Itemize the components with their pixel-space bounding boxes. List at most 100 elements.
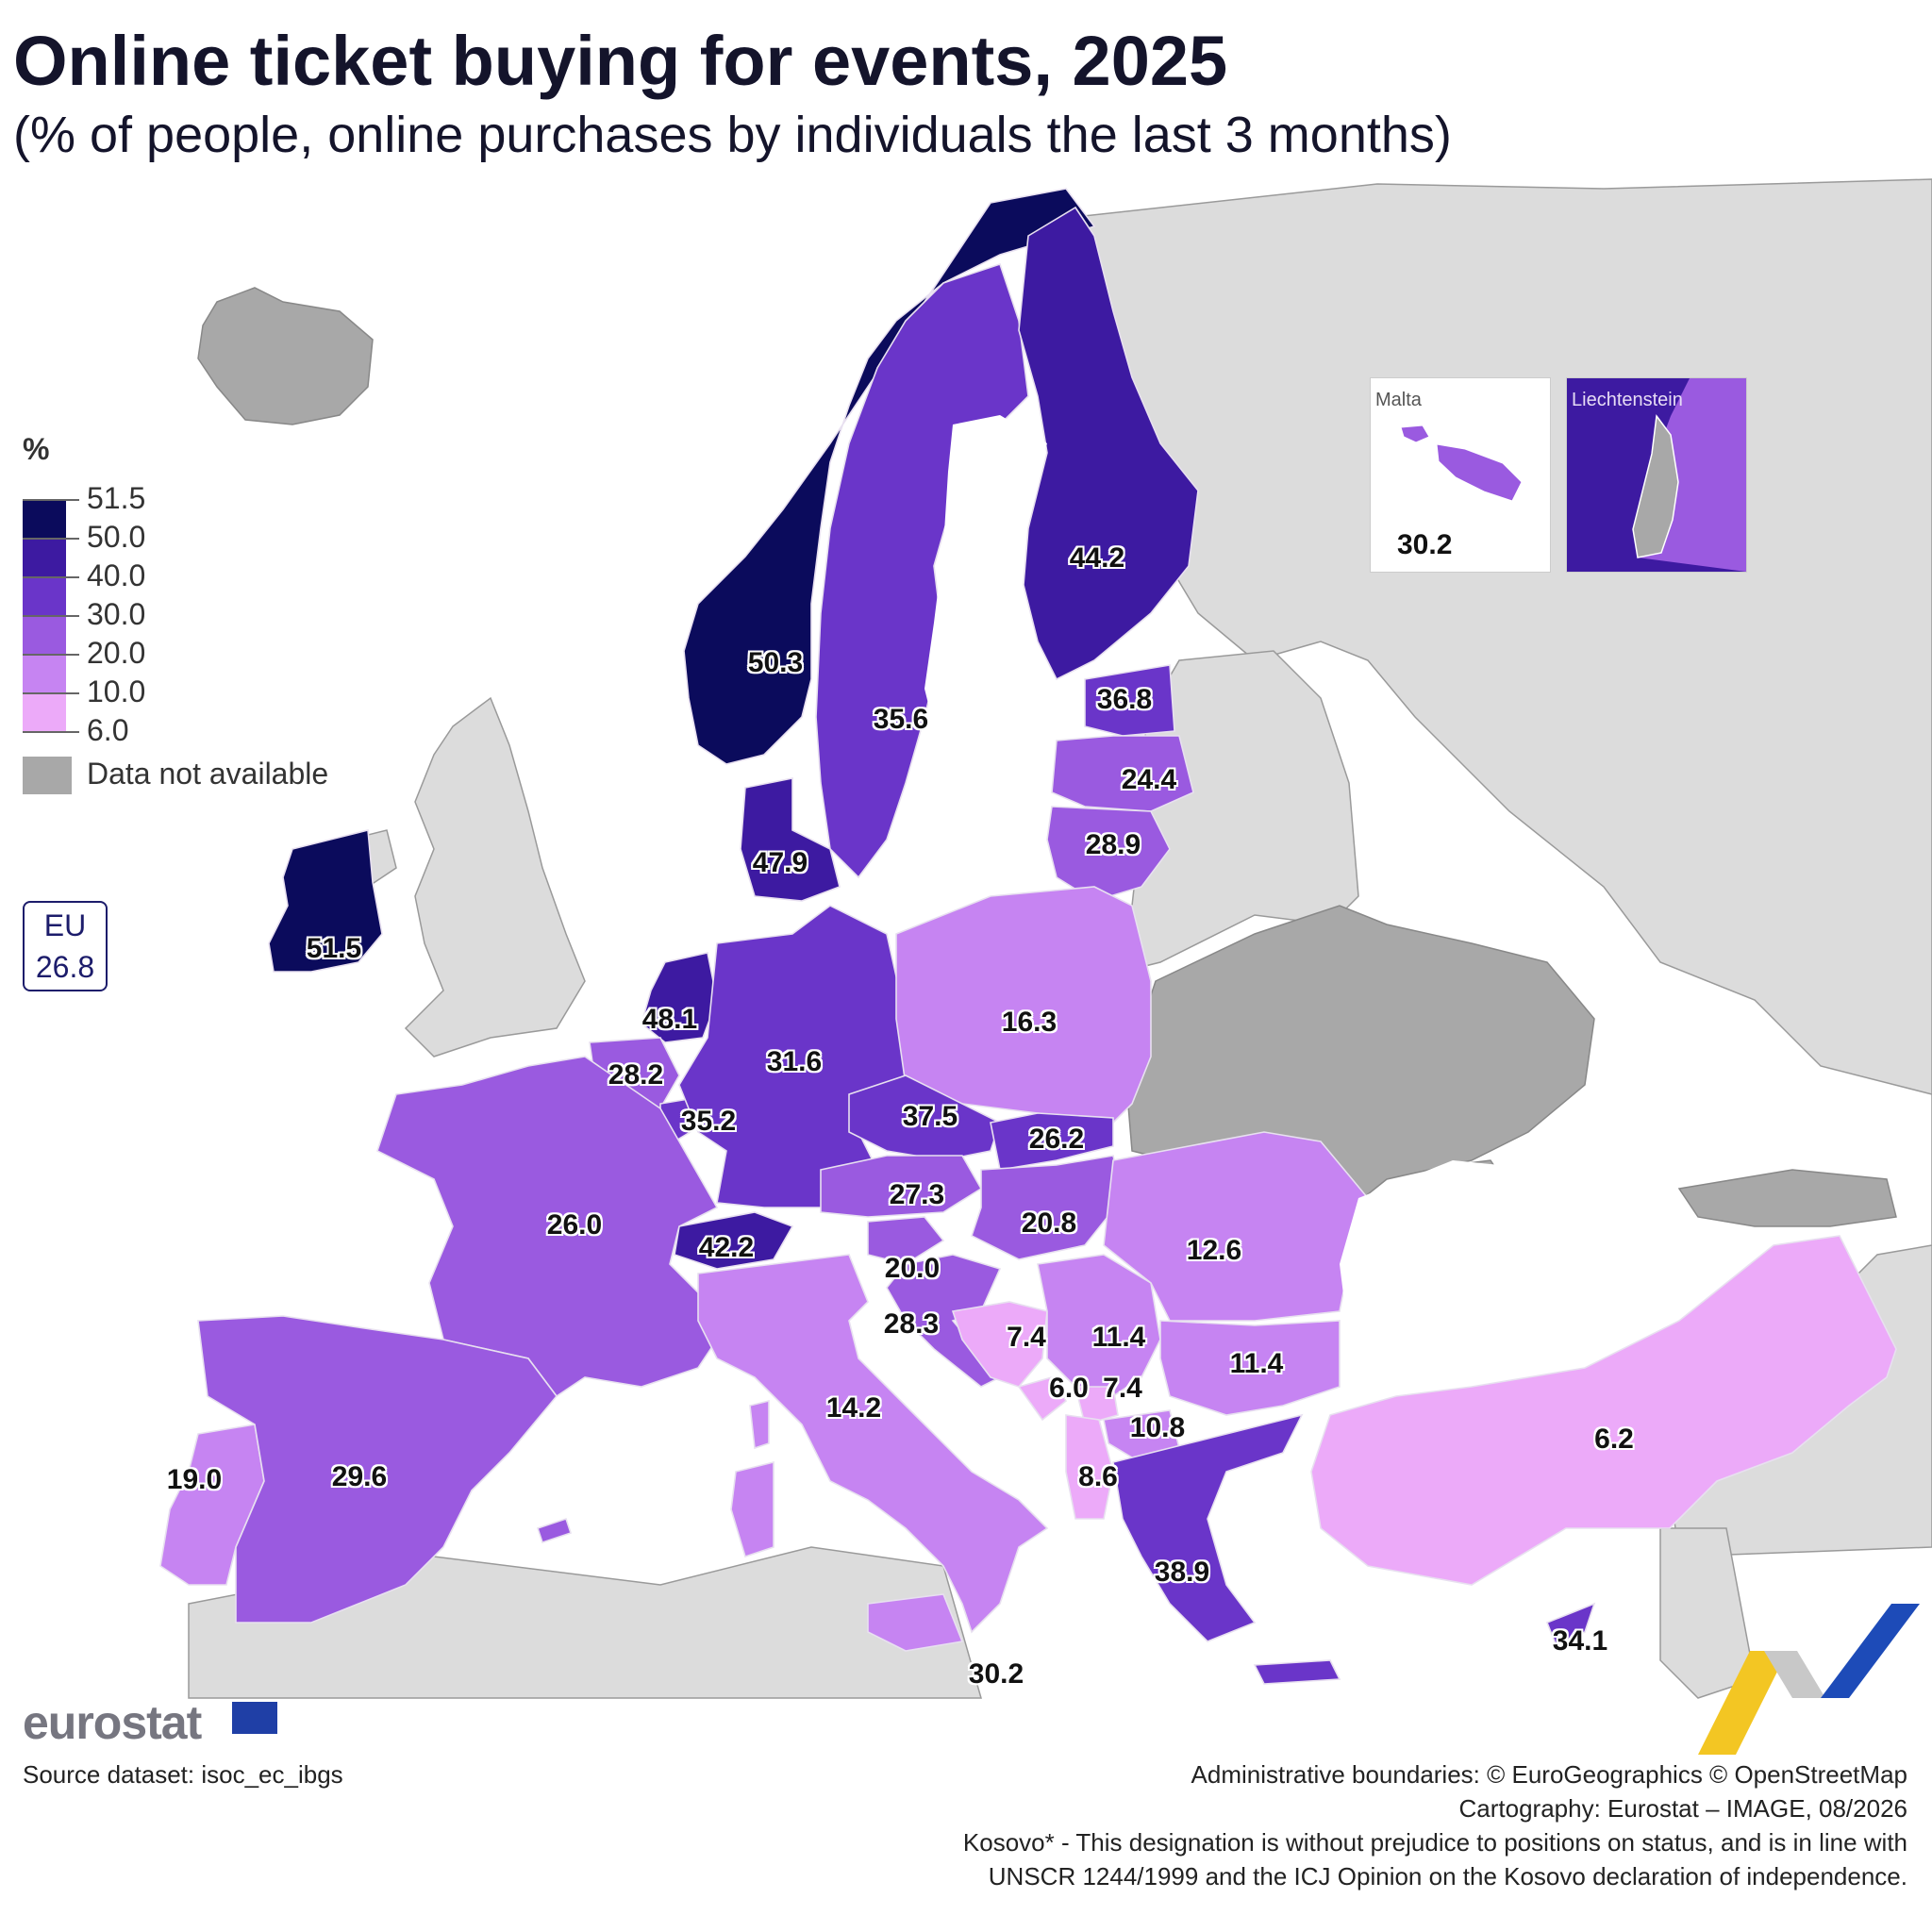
value-label-albania: 8.6	[1078, 1461, 1118, 1492]
value-label-montenegro: 6.0	[1049, 1373, 1089, 1404]
region-balearics	[536, 1517, 573, 1544]
legend-na-label: Data not available	[87, 757, 329, 791]
legend-tick	[23, 692, 79, 694]
legend-unit: %	[23, 432, 50, 466]
region-iceland	[197, 287, 374, 425]
inset-liechtenstein-shape	[1567, 378, 1746, 572]
value-label-netherlands: 48.1	[641, 1004, 698, 1035]
inset-malta-name: Malta	[1375, 390, 1422, 410]
inset-malta-shape	[1400, 425, 1523, 502]
legend-na-swatch	[23, 757, 72, 794]
legend-break-label: 40.0	[87, 558, 146, 592]
region-lithuania	[1046, 806, 1171, 902]
region-austria	[820, 1155, 983, 1218]
region-spain	[197, 1315, 558, 1624]
baltic-sea	[924, 415, 1047, 726]
value-label-latvia: 24.4	[1121, 764, 1177, 795]
value-label-turkey: 6.2	[1594, 1424, 1634, 1455]
region-sicily	[867, 1593, 964, 1652]
boundaries-credit: Administrative boundaries: © EuroGeograp…	[1191, 1760, 1907, 1789]
cartography-credit: Cartography: Eurostat – IMAGE, 08/2026	[1458, 1794, 1907, 1823]
region-serbia	[1037, 1254, 1161, 1397]
legend-tick	[23, 615, 79, 617]
region-italy	[697, 1254, 1049, 1634]
region-poland	[895, 886, 1152, 1124]
kosovo-note-line-2: UNSCR 1244/1999 and the ICJ Opinion on t…	[988, 1862, 1907, 1890]
region-norway	[683, 188, 1096, 765]
value-label-serbia: 11.4	[1091, 1322, 1146, 1353]
region-france	[376, 1056, 719, 1398]
region-montenegro	[1017, 1376, 1068, 1422]
legend-break-label: 10.0	[87, 675, 146, 708]
value-label-czechia: 37.5	[902, 1101, 958, 1132]
inset-malta: Malta 30.2	[1370, 377, 1551, 573]
legend-swatch-6	[23, 693, 66, 732]
value-label-germany: 31.6	[766, 1046, 823, 1077]
region-latvia	[1051, 735, 1194, 812]
value-label-finland: 44.2	[1069, 542, 1125, 574]
region-middle-east	[1659, 1527, 1756, 1699]
map-title: Online ticket buying for events, 2025	[13, 22, 1228, 100]
value-label-portugal: 19.0	[166, 1464, 223, 1495]
region-sardinia	[730, 1460, 774, 1558]
legend-swatch-4	[23, 616, 66, 655]
legend-tick	[23, 499, 79, 501]
eu-value: 26.8	[35, 950, 95, 984]
region-slovenia	[867, 1216, 945, 1265]
value-label-luxembourg: 35.2	[680, 1106, 737, 1137]
value-label-spain: 29.6	[331, 1461, 388, 1492]
legend-swatch-2	[23, 539, 66, 577]
value-label-hungary: 20.8	[1021, 1208, 1077, 1239]
value-label-sweden: 35.6	[873, 704, 929, 735]
region-greece	[1112, 1413, 1304, 1642]
region-georgia	[1677, 1169, 1897, 1227]
value-label-bulgaria: 11.4	[1229, 1348, 1284, 1379]
country-shapes	[159, 188, 1897, 1685]
region-cyprus	[1545, 1602, 1596, 1648]
value-label-greece: 38.9	[1154, 1557, 1210, 1588]
value-label-croatia: 28.3	[883, 1308, 940, 1340]
legend-break-label: 6.0	[87, 713, 129, 747]
value-label-denmark: 47.9	[752, 847, 808, 878]
region-sweden	[815, 262, 1029, 879]
region-uk	[404, 696, 586, 1058]
region-kosovo	[1074, 1386, 1119, 1425]
region-bulgaria	[1159, 1320, 1341, 1416]
legend-tick	[23, 654, 79, 656]
kosovo-note-line-1: Kosovo* - This designation is without pr…	[962, 1828, 1907, 1857]
value-label-kosovo: 7.4	[1103, 1373, 1142, 1404]
value-label-cyprus: 34.1	[1552, 1625, 1608, 1657]
inset-liechtenstein-name: Liechtenstein	[1572, 390, 1683, 410]
black-sea	[1340, 1160, 1736, 1368]
region-ireland	[268, 828, 383, 973]
source-dataset: Source dataset: isoc_ec_ibgs	[23, 1760, 343, 1789]
legend-swatch-5	[23, 655, 66, 693]
legend-break-label: 50.0	[87, 520, 146, 554]
value-label-estonia: 36.8	[1096, 684, 1153, 715]
legend-tick	[23, 576, 79, 578]
value-label-switzerland: 42.2	[698, 1232, 755, 1263]
region-albania	[1065, 1414, 1114, 1520]
region-bosnia	[951, 1301, 1048, 1388]
legend-swatch-3	[23, 577, 66, 616]
value-label-austria: 27.3	[889, 1179, 945, 1210]
value-label-bosnia: 7.4	[1007, 1322, 1046, 1353]
legend-break-label: 20.0	[87, 636, 146, 670]
region-czechia	[848, 1074, 1001, 1161]
region-netherlands	[641, 952, 718, 1043]
region-switzerland	[674, 1211, 794, 1270]
map-subtitle: (% of people, online purchases by indivi…	[13, 107, 1452, 163]
inset-liechtenstein: Liechtenstein	[1566, 377, 1747, 573]
legend-tick	[23, 538, 79, 540]
value-label-lithuania: 28.9	[1085, 829, 1141, 860]
eu-label: EU	[43, 908, 87, 942]
region-corsica	[749, 1399, 770, 1450]
seas	[924, 415, 1736, 1368]
inset-malta-value: 30.2	[1397, 529, 1453, 560]
eurostat-logo: eurostat	[23, 1696, 202, 1749]
value-label-north-macedonia: 10.8	[1129, 1412, 1186, 1443]
legend-swatch-1	[23, 500, 66, 539]
value-label-romania: 12.6	[1186, 1235, 1242, 1266]
value-label-poland: 16.3	[1001, 1007, 1058, 1038]
